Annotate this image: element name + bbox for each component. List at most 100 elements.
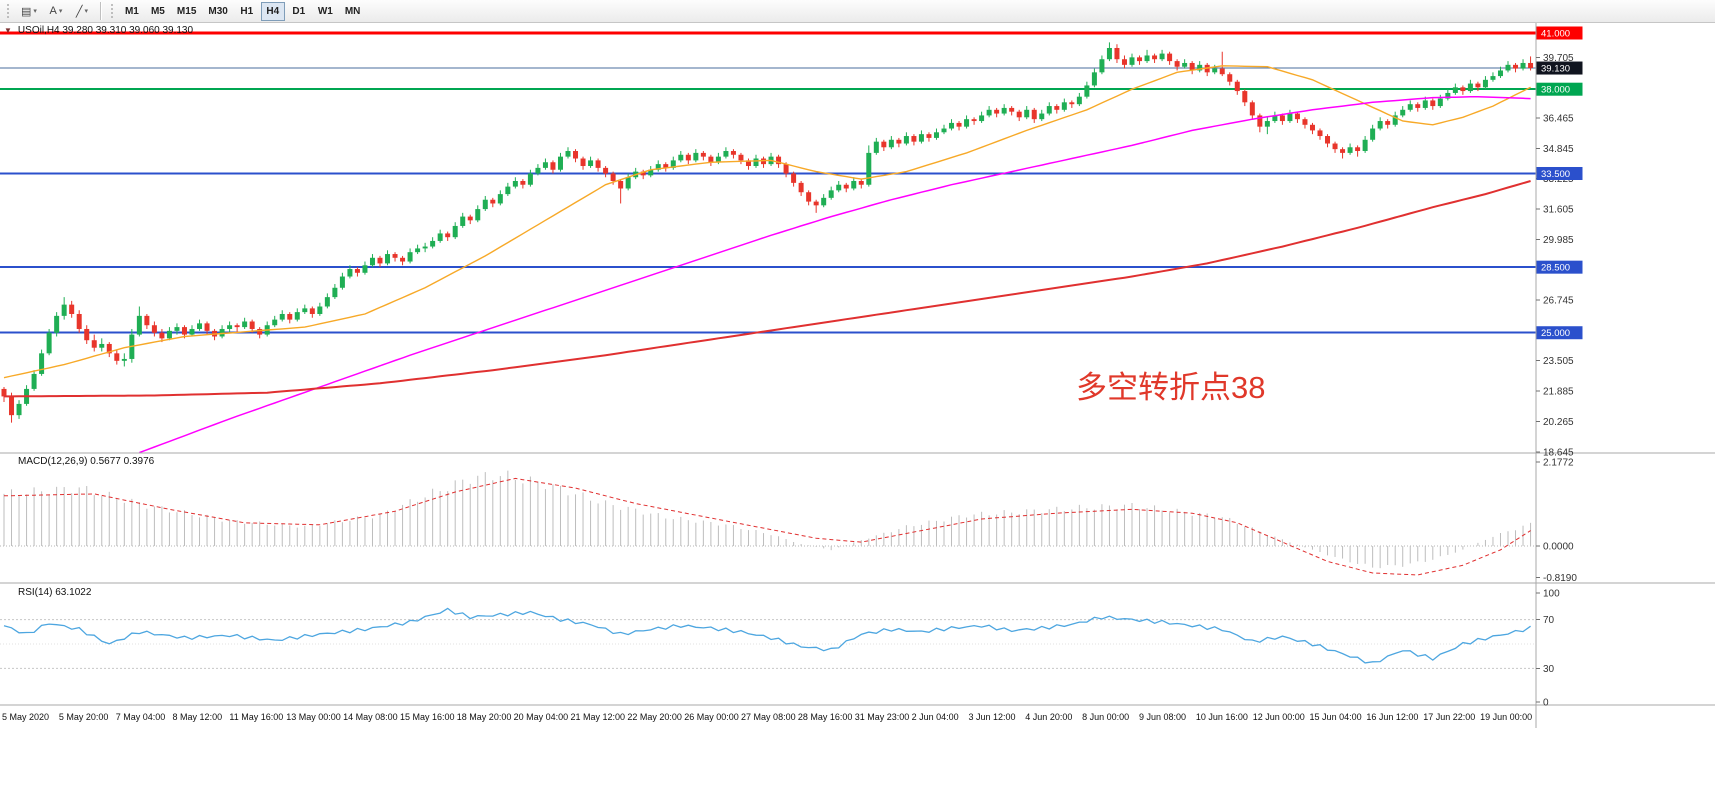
- toolbar: ▤ ▾ A ▾ ╱ ▾ M1 M5 M15 M30 H1 H4 D1 W1 MN: [0, 0, 1715, 23]
- price-badge-text: 39.130: [1541, 64, 1570, 75]
- price-badge-38.000: [1536, 82, 1583, 96]
- toolbar-grip[interactable]: [109, 3, 115, 19]
- horizontal-lines: [0, 31, 1536, 334]
- time-label: 8 Jun 00:00: [1082, 712, 1129, 722]
- time-scale[interactable]: [0, 705, 1536, 728]
- price-label: 34.845: [1543, 144, 1574, 155]
- time-label: 27 May 08:00: [741, 712, 796, 722]
- macd-signal-line: [3, 477, 1531, 576]
- macd-axis-label: 0.0000: [1543, 542, 1574, 553]
- price-label: 26.745: [1543, 296, 1574, 307]
- time-label: 19 Jun 00:00: [1480, 712, 1532, 722]
- symbol-ohlc-info: ▼ USOil,H4 39.280 39.310 39.060 39.130: [4, 25, 193, 36]
- chevron-down-icon: ▾: [33, 8, 37, 15]
- time-label: 21 May 12:00: [571, 712, 626, 722]
- chevron-down-icon: ▾: [58, 8, 63, 15]
- time-label: 8 May 12:00: [173, 712, 223, 722]
- rsi-axis-label: 0: [1543, 698, 1549, 709]
- price-badge-text: 33.500: [1541, 169, 1570, 180]
- macd-axis-label: -0.8190: [1543, 573, 1577, 584]
- price-label: 31.605: [1543, 204, 1574, 215]
- time-label: 16 Jun 12:00: [1366, 712, 1418, 722]
- price-label: 36.465: [1543, 113, 1574, 124]
- timeframe-mn[interactable]: MN: [340, 2, 366, 21]
- rsi-label: RSI(14) 63.1022: [18, 587, 92, 598]
- time-label: 17 Jun 22:00: [1423, 712, 1475, 722]
- text-tool-icon: A: [49, 5, 57, 17]
- price-label: 39.705: [1543, 53, 1574, 64]
- price-label: 21.885: [1543, 387, 1574, 398]
- time-label: 11 May 16:00: [229, 712, 283, 722]
- time-label: 20 May 04:00: [514, 712, 569, 722]
- macd-axis-label: 2.1772: [1543, 457, 1574, 468]
- time-label: 13 May 00:00: [286, 712, 341, 722]
- price-label: 29.985: [1543, 235, 1574, 246]
- timeframe-m30[interactable]: M30: [203, 2, 232, 21]
- candles: [1, 42, 1534, 423]
- rsi-panel: [0, 607, 1536, 669]
- time-label: 2 Jun 04:00: [912, 712, 959, 722]
- price-badge-text: 28.500: [1541, 263, 1570, 274]
- time-label: 15 May 16:00: [400, 712, 455, 722]
- macd-label: MACD(12,26,9) 0.5677 0.3976: [18, 456, 155, 467]
- chart-canvas[interactable]: 39.70536.46534.84533.22531.60529.98526.7…: [0, 23, 1715, 793]
- time-label: 3 Jun 12:00: [968, 712, 1015, 722]
- macd-panel: [0, 470, 1536, 576]
- pane-separators: [0, 23, 1715, 728]
- symbol-ohlc-text: USOil,H4 39.280 39.310 39.060 39.130: [17, 25, 194, 36]
- draw-tool-icon: ╱: [75, 5, 83, 18]
- price-scale[interactable]: [1536, 23, 1715, 728]
- chart-type-button[interactable]: ▤ ▾: [16, 2, 42, 21]
- time-label: 18 May 20:00: [457, 712, 512, 722]
- price-badge-text: 38.000: [1541, 85, 1570, 96]
- price-badge-41.000: [1536, 26, 1583, 40]
- chevron-down-icon: ▾: [84, 8, 88, 15]
- time-label: 5 May 2020: [2, 712, 49, 722]
- draw-tool-button[interactable]: ╱ ▾: [70, 2, 94, 21]
- toolbar-separator: [99, 2, 101, 20]
- time-label: 22 May 20:00: [627, 712, 682, 722]
- time-label: 31 May 23:00: [855, 712, 910, 722]
- symbol-dropdown-icon[interactable]: ▼: [4, 26, 12, 35]
- price-label: 23.505: [1543, 356, 1574, 367]
- timeframe-h1[interactable]: H1: [235, 2, 259, 21]
- time-label: 10 Jun 16:00: [1196, 712, 1248, 722]
- time-label: 9 Jun 08:00: [1139, 712, 1186, 722]
- rsi-line: [3, 607, 1531, 664]
- ma-fast: [3, 65, 1531, 379]
- price-badge-28.500: [1536, 260, 1583, 274]
- time-scale-labels: 5 May 2020 5 May 20:00 7 May 04:00 8 May 12…: [2, 712, 1532, 722]
- price-badge-39.130: [1536, 61, 1583, 75]
- time-label: 26 May 00:00: [684, 712, 739, 722]
- price-label: 18.645: [1543, 447, 1574, 458]
- timeframe-h4[interactable]: H4: [260, 1, 285, 21]
- price-label: 20.265: [1543, 417, 1574, 428]
- time-label: 7 May 04:00: [116, 712, 166, 722]
- rsi-axis-label: 100: [1543, 589, 1560, 600]
- chart-annotation[interactable]: 多空转折点38: [1076, 370, 1266, 405]
- rsi-axis-label: 30: [1543, 664, 1555, 675]
- price-badge-text: 41.000: [1541, 29, 1570, 40]
- chart-type-icon: ▤: [21, 5, 32, 18]
- toolbar-grip[interactable]: [6, 3, 11, 19]
- text-tool-button[interactable]: A ▾: [44, 2, 68, 21]
- time-label: 28 May 16:00: [798, 712, 853, 722]
- price-badge-25.000: [1536, 326, 1583, 340]
- time-label: 5 May 20:00: [59, 712, 109, 722]
- time-label: 15 Jun 04:00: [1310, 712, 1362, 722]
- timeframe-m5[interactable]: M5: [146, 2, 170, 21]
- timeframe-m1[interactable]: M1: [120, 2, 144, 21]
- chart-window: 39.70536.46534.84533.22531.60529.98526.7…: [0, 23, 1715, 793]
- ma-slow: [4, 180, 1531, 398]
- price-badge-33.500: [1536, 166, 1583, 180]
- time-label: 14 May 08:00: [343, 712, 398, 722]
- timeframe-m15[interactable]: M15: [172, 2, 201, 21]
- time-label: 4 Jun 20:00: [1025, 712, 1072, 722]
- timeframe-w1[interactable]: W1: [313, 2, 338, 21]
- timeframe-d1[interactable]: D1: [287, 2, 311, 21]
- price-badge-text: 25.000: [1541, 328, 1570, 339]
- ma-mid: [139, 95, 1531, 454]
- time-label: 12 Jun 00:00: [1253, 712, 1305, 722]
- rsi-axis-label: 70: [1543, 615, 1555, 626]
